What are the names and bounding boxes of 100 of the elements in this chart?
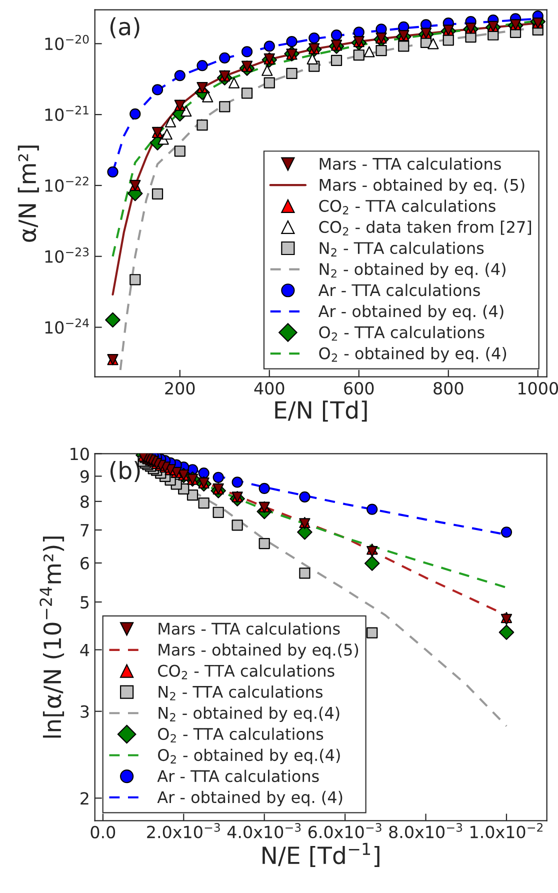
point [299,568,310,579]
point [212,506,224,518]
point [498,624,514,640]
point [105,312,120,328]
legend-label: Ar - obtained by eq. (4) [318,304,504,320]
point [196,120,208,131]
point [258,482,270,494]
legend-label: Mars - obtained by eq. (5) [320,178,524,194]
legend-label: O$_{2}$ - TTA calculations [158,728,324,742]
point [180,106,192,117]
legend-label: Mars - TTA calculations [158,622,340,635]
point [262,64,273,76]
point [130,274,141,286]
legend-label: Ar - obtained by eq. (4) [157,790,342,806]
point [152,84,164,96]
point [500,526,512,538]
point [366,504,378,515]
legend-label: N$_{2}$ - TTA calculations [320,242,484,256]
point [308,32,320,44]
x-tick-label: 0.0 [90,826,116,838]
point [306,53,318,64]
x-tick-label: 2.0x10$^{−3}$ [147,823,220,838]
point [366,627,378,638]
point [264,40,275,52]
x-tick-label: 600 [344,382,374,395]
y-tick-label: 10$^{−20}$ [45,34,89,50]
legend-label: N$_{2}$ - obtained by eq.(4) [158,706,340,722]
x-tick-label: 200 [165,382,195,395]
point [376,44,387,56]
y-tick-label: 5 [80,596,89,609]
point [198,497,210,509]
point [353,50,364,61]
x-tick-label: 800 [434,382,464,395]
point [164,116,176,128]
y-tick-label: 7 [80,524,89,536]
point [264,77,275,88]
point [228,77,240,88]
point [196,60,208,72]
x-tick-label: 6.0x10$^{−3}$ [308,823,382,838]
y-tick-label: 10$^{−21}$ [45,106,88,122]
point [219,52,230,64]
legend-label: CO$_{2}$ - TTA calculations [319,200,496,214]
x-tick-label: 1.0x10$^{−2}$ [470,823,542,838]
point [364,556,380,571]
x-axis-title: N/E [Td$^{−1}$] [262,842,380,868]
legend-label: Ar - TTA calculations [157,770,319,782]
point [364,46,375,58]
point [152,188,164,200]
point [366,546,378,558]
legend-label: N$_{2}$ - TTA calculations [158,686,323,700]
y-tick-label: 10 [70,448,89,460]
y-tick-label: 6 [80,556,89,570]
x-tick-label: 400 [254,382,284,395]
y-axis-title: ln[α/N (10$^{−24}$m²)] [40,536,64,738]
point [130,108,141,120]
x-tick-label: 8.0x10$^{−3}$ [389,823,462,838]
legend-label: Mars - TTA calculations [320,158,501,170]
y-axis-title: α/N [m²] [18,146,39,242]
point [442,34,454,46]
point [286,68,298,80]
y-tick-label: 10$^{−22}$ [45,176,88,192]
y-tick-label: 10$^{−23}$ [45,248,89,263]
point [241,88,253,99]
x-tick-label: 1000 [518,382,558,395]
y-tick-label: 8 [80,495,89,508]
annotation: (b) [110,460,140,482]
point [232,520,243,531]
point [299,491,310,502]
legend-label: O$_{2}$ - TTA calculations [319,326,484,341]
y-tick-label: 9 [80,470,89,483]
point [161,128,172,140]
point [107,166,118,178]
point [219,101,230,112]
point [174,70,186,82]
point [286,36,298,48]
point [428,38,439,50]
point [186,490,198,501]
y-tick-label: 2 [80,792,88,804]
point [212,472,224,483]
legend-label: CO$_{2}$ - TTA calculations [158,664,334,680]
point [398,40,410,52]
point [258,538,270,550]
point [241,46,253,58]
y-tick-label: 3 [80,705,89,718]
legend-label: O$_{2}$ - obtained by eq. (4) [319,346,506,362]
legend-label: N$_{2}$ - obtained by eq. (4) [320,262,506,278]
legend-label: O$_{2}$ - obtained by eq.(4) [158,748,340,764]
legend-label: Mars - obtained by eq.(5) [158,643,358,659]
point [174,146,186,157]
point [330,54,342,66]
x-tick-label: 4.0x10$^{−3}$ [227,823,301,838]
legend-label: Ar - TTA calculations [318,284,480,296]
x-axis-title: E/N [Td] [275,400,367,422]
point [198,468,210,479]
legend-label: CO$_{2}$ - data taken from [27] [319,220,532,236]
annotation: (a) [110,17,140,38]
y-tick-label: 4 [80,644,90,656]
y-tick-label: 10$^{−24}$ [45,318,89,334]
point [330,30,342,41]
point [232,476,243,488]
